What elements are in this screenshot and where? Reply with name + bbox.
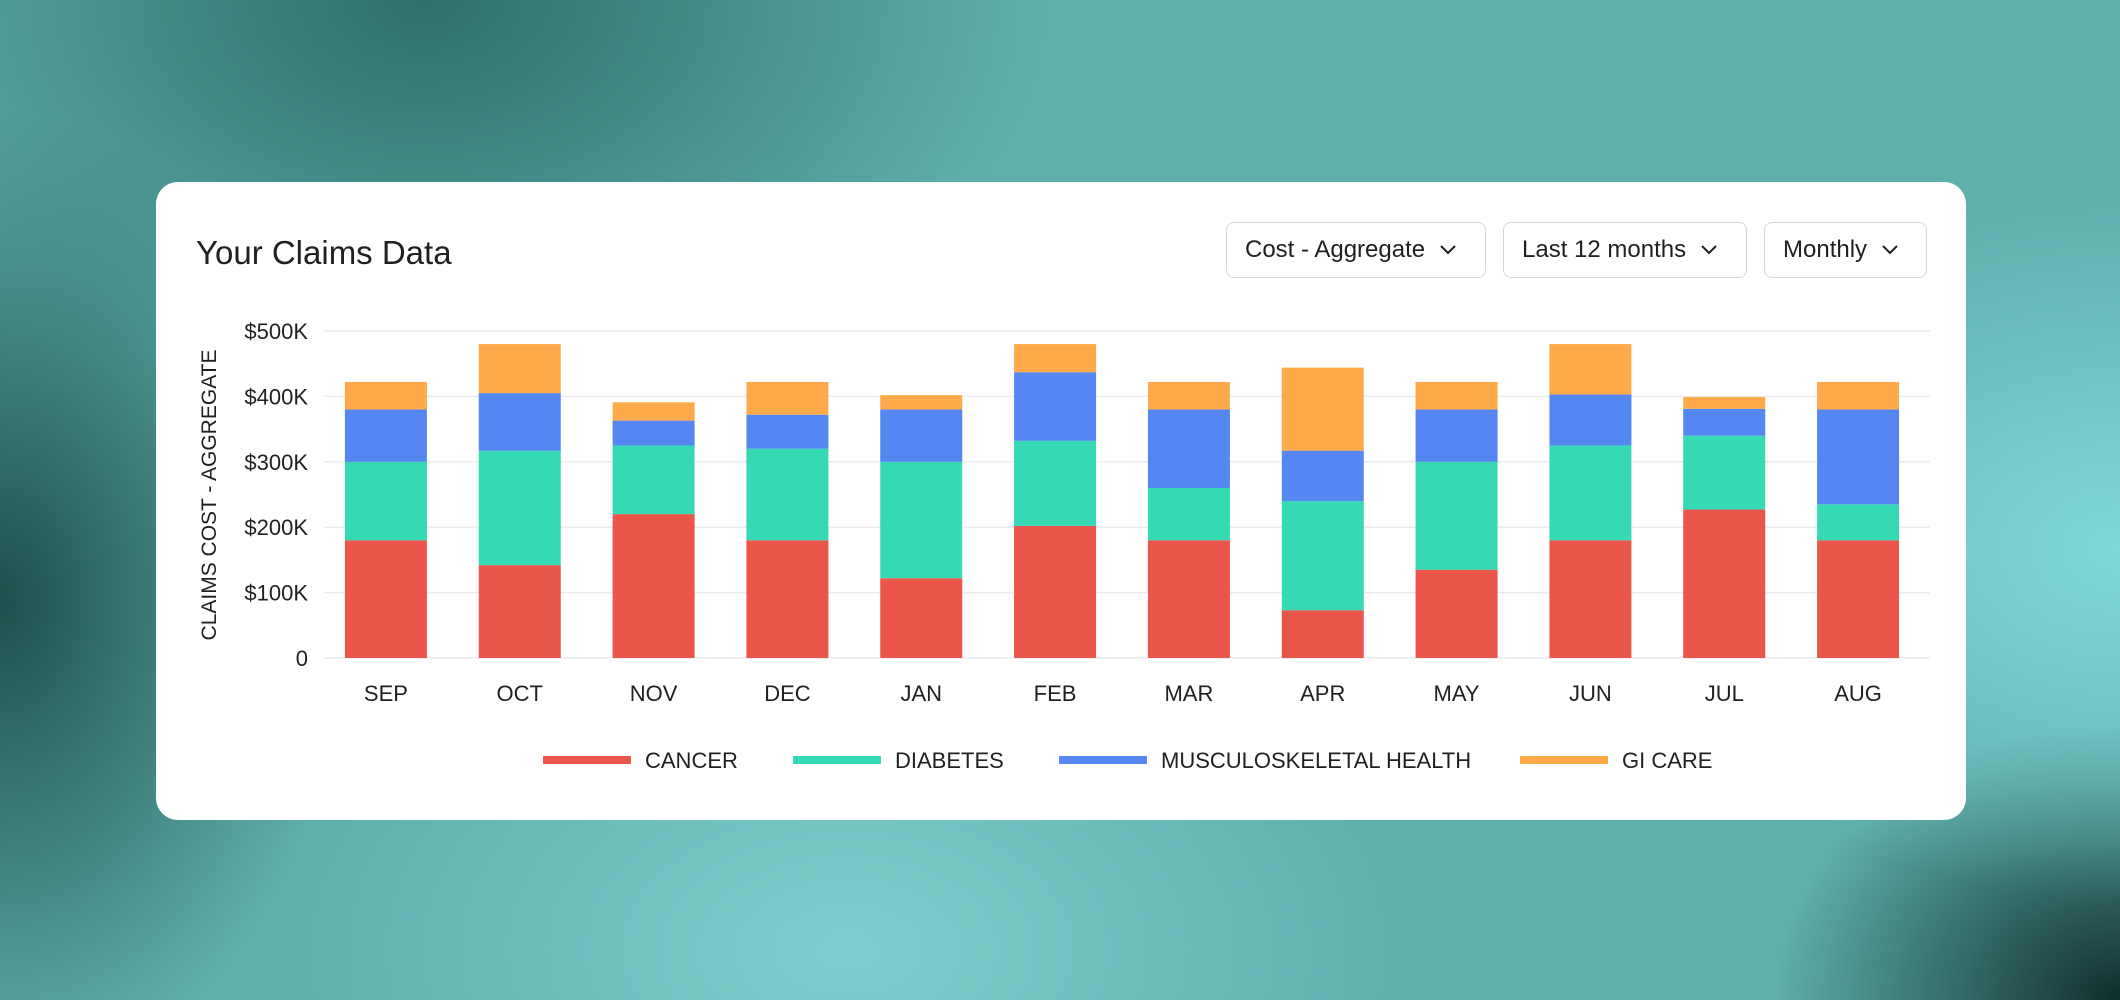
bar-segment-musculoskeletal-health-dec <box>746 414 829 449</box>
bar-segment-musculoskeletal-health-feb <box>1014 372 1097 441</box>
bar-segment-musculoskeletal-health-apr <box>1281 450 1364 502</box>
chevron-down-icon <box>1881 244 1899 256</box>
bar-segment-musculoskeletal-health-may <box>1415 409 1498 462</box>
y-tick-label: 0 <box>296 646 308 671</box>
bar-segment-gi-care-mar <box>1147 382 1230 410</box>
legend-swatch <box>1520 756 1608 764</box>
bar-segment-gi-care-jun <box>1549 344 1632 395</box>
legend-swatch <box>543 756 631 764</box>
y-axis-label: CLAIMS COST - AGGREGATE <box>198 350 221 641</box>
bar-segment-musculoskeletal-health-jul <box>1683 408 1766 436</box>
x-tick-label: DEC <box>764 681 811 706</box>
x-tick-label: JUL <box>1705 681 1744 706</box>
bar-segment-diabetes-mar <box>1147 487 1230 541</box>
card-title: Your Claims Data <box>196 234 452 271</box>
bar-segment-cancer-nov <box>612 514 695 658</box>
bar-segment-diabetes-aug <box>1817 504 1900 541</box>
bar-segment-cancer-jan <box>880 578 963 658</box>
x-tick-label: AUG <box>1834 681 1882 706</box>
bar-segment-cancer-may <box>1415 569 1498 658</box>
bar-segment-cancer-sep <box>344 540 427 658</box>
metric-dropdown-value: Cost - Aggregate <box>1245 236 1426 263</box>
bar-segment-gi-care-sep <box>344 382 427 410</box>
bar-segment-musculoskeletal-health-mar <box>1147 409 1230 488</box>
bar-segment-diabetes-jan <box>880 461 963 579</box>
bar-segment-gi-care-apr <box>1281 367 1364 451</box>
bar-segment-gi-care-feb <box>1014 344 1097 373</box>
bar-segment-gi-care-jul <box>1683 397 1766 409</box>
x-tick-label: OCT <box>497 681 543 706</box>
legend-label: MUSCULOSKELETAL HEALTH <box>1161 748 1471 773</box>
time-range-dropdown[interactable]: Last 12 months <box>1503 222 1747 278</box>
legend-swatch <box>1059 756 1147 764</box>
bar-segment-cancer-jul <box>1683 509 1766 658</box>
legend-label: DIABETES <box>895 748 1004 773</box>
bar-segment-diabetes-jun <box>1549 445 1632 541</box>
y-tick-label: $500K <box>244 319 308 344</box>
bar-segment-musculoskeletal-health-jan <box>880 409 963 462</box>
x-tick-label: NOV <box>630 681 678 706</box>
chevron-down-icon <box>1439 244 1457 256</box>
bar-segment-musculoskeletal-health-nov <box>612 420 695 446</box>
legend-swatch <box>793 756 881 764</box>
granularity-dropdown[interactable]: Monthly <box>1764 222 1927 278</box>
bar-segment-cancer-dec <box>746 540 829 658</box>
bar-segment-cancer-aug <box>1817 540 1900 658</box>
bar-segment-diabetes-jul <box>1683 435 1766 510</box>
bar-segment-gi-care-dec <box>746 382 829 415</box>
bar-segment-diabetes-sep <box>344 461 427 541</box>
claims-card: Your Claims Data Cost - Aggregate Last 1… <box>156 182 1966 820</box>
x-tick-label: MAY <box>1434 681 1480 706</box>
bar-segment-gi-care-oct <box>478 344 561 394</box>
y-tick-label: $400K <box>244 384 308 409</box>
stacked-bar-chart: 0 $100K $200K $300K $400K $500K CLAIMS COST - … <box>198 319 1930 773</box>
bar-segment-diabetes-feb <box>1014 440 1097 526</box>
metric-dropdown[interactable]: Cost - Aggregate <box>1226 222 1486 278</box>
bar-segment-cancer-mar <box>1147 540 1230 658</box>
y-tick-label: $100K <box>244 581 308 606</box>
chevron-down-icon <box>1700 244 1718 256</box>
bar-segment-cancer-jun <box>1549 540 1632 658</box>
legend-label: GI CARE <box>1622 748 1712 773</box>
legend-label: CANCER <box>645 748 738 773</box>
x-tick-label: JAN <box>900 681 942 706</box>
bar-segment-diabetes-nov <box>612 445 695 515</box>
y-tick-label: $200K <box>244 515 308 540</box>
bar-segment-diabetes-oct <box>478 450 561 566</box>
bar-segment-diabetes-may <box>1415 461 1498 570</box>
x-tick-label: JUN <box>1569 681 1612 706</box>
x-tick-label: MAR <box>1164 681 1213 706</box>
bar-segment-gi-care-jan <box>880 395 963 410</box>
bar-segment-cancer-feb <box>1014 525 1097 658</box>
x-tick-label: APR <box>1300 681 1345 706</box>
time-range-dropdown-value: Last 12 months <box>1522 236 1687 263</box>
bar-segment-diabetes-dec <box>746 448 829 541</box>
bar-segment-diabetes-apr <box>1281 501 1364 611</box>
bar-segment-musculoskeletal-health-oct <box>478 393 561 451</box>
granularity-dropdown-value: Monthly <box>1783 236 1868 263</box>
x-tick-label: FEB <box>1034 681 1077 706</box>
bar-segment-musculoskeletal-health-jun <box>1549 394 1632 446</box>
bar-segment-cancer-oct <box>478 565 561 658</box>
bar-segment-gi-care-may <box>1415 382 1498 410</box>
x-tick-label: SEP <box>364 681 408 706</box>
bar-segment-gi-care-nov <box>612 402 695 421</box>
bar-segment-cancer-apr <box>1281 610 1364 658</box>
bar-segment-musculoskeletal-health-aug <box>1817 409 1900 505</box>
y-tick-label: $300K <box>244 450 308 475</box>
bar-segment-musculoskeletal-health-sep <box>344 409 427 462</box>
bar-segment-gi-care-aug <box>1817 382 1900 410</box>
